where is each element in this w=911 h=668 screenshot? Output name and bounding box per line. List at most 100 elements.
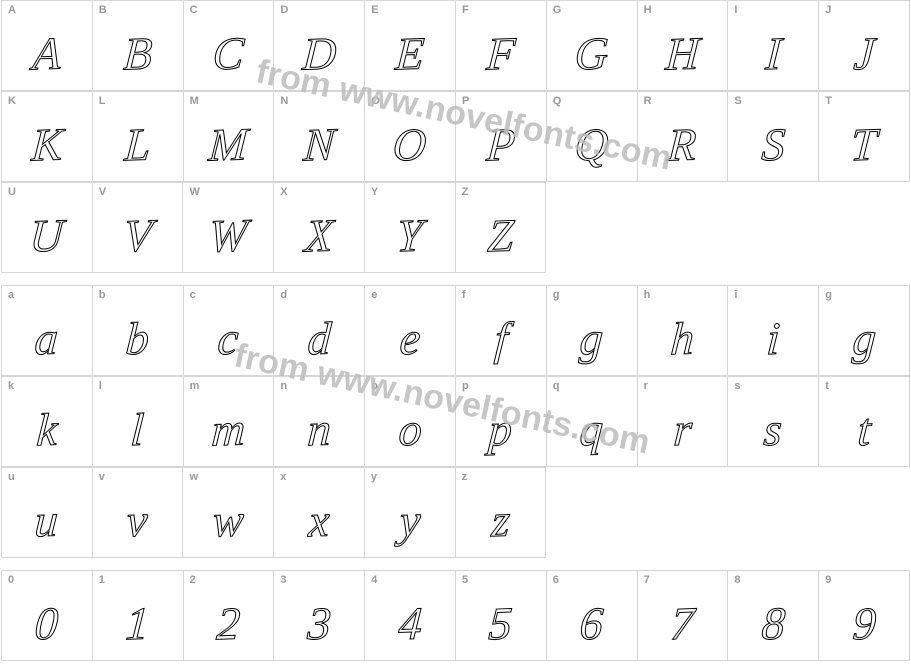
cell-glyph-wrap: d: [274, 304, 364, 374]
cell-glyph-wrap: 0: [2, 589, 92, 659]
glyph-cell: oo: [365, 377, 456, 467]
glyph: z: [490, 498, 511, 545]
cell-label: d: [280, 289, 287, 301]
cell-label: Z: [462, 186, 469, 198]
glyph: K: [30, 121, 64, 168]
glyph: u: [34, 498, 60, 545]
cell-glyph-wrap: k: [2, 395, 92, 465]
glyph: I: [764, 31, 783, 78]
glyph-cell: EE: [365, 1, 456, 91]
glyph-cell: JJ: [819, 1, 910, 91]
glyph-cell: rr: [638, 377, 729, 467]
glyph: P: [485, 122, 516, 169]
glyph: 8: [760, 601, 786, 648]
glyph-cell: VV: [93, 183, 184, 273]
cell-label: p: [462, 380, 469, 392]
glyph-cell: 77: [638, 571, 729, 661]
glyph: T: [850, 122, 879, 169]
cell-glyph-wrap: X: [274, 201, 364, 271]
glyph-cell: pp: [456, 377, 547, 467]
glyph-cell: 00: [2, 571, 93, 661]
cell-glyph-wrap: 6: [547, 589, 637, 659]
cell-label: s: [734, 380, 740, 392]
cell-glyph-wrap: r: [638, 395, 728, 465]
glyph: c: [217, 316, 241, 363]
cell-label: w: [189, 471, 198, 483]
glyph: e: [398, 316, 422, 363]
cell-glyph-wrap: N: [274, 110, 364, 180]
cell-glyph-wrap: g: [819, 304, 909, 374]
glyph-cell: TT: [819, 92, 910, 182]
glyph: J: [852, 31, 876, 78]
cell-glyph-wrap: u: [2, 486, 92, 556]
cell-label: m: [190, 380, 200, 392]
cell-label: l: [99, 380, 102, 392]
cell-glyph-wrap: F: [456, 19, 546, 89]
glyph-cell: YY: [365, 183, 456, 273]
glyph-cell: PP: [456, 92, 547, 182]
glyph-cell: CC: [184, 1, 275, 91]
section-gap: [0, 558, 911, 570]
cell-label: C: [190, 4, 198, 16]
cell-glyph-wrap: n: [274, 395, 364, 465]
glyph: B: [122, 31, 153, 78]
cell-label: 7: [644, 574, 650, 586]
glyph: C: [211, 30, 245, 77]
glyph-row: kkllmmnnooppqqrrsstt: [1, 376, 910, 467]
glyph: h: [669, 316, 695, 363]
cell-glyph-wrap: Q: [547, 110, 637, 180]
glyph: 4: [397, 601, 423, 648]
cell-label: V: [99, 186, 106, 198]
glyph-cell: ee: [365, 286, 456, 376]
cell-label: I: [734, 4, 737, 16]
glyph-cell: 22: [184, 571, 275, 661]
glyph-cell: 55: [456, 571, 547, 661]
cell-glyph-wrap: Y: [365, 201, 455, 271]
glyph-cell: SS: [728, 92, 819, 182]
glyph: f: [493, 316, 509, 362]
cell-glyph-wrap: i: [728, 304, 818, 374]
glyph-cell: 44: [365, 571, 456, 661]
glyph-cell: qq: [547, 377, 638, 467]
cell-label: G: [553, 4, 562, 16]
glyph-cell: dd: [274, 286, 365, 376]
glyph-cell: 33: [274, 571, 365, 661]
glyph: a: [34, 316, 60, 363]
cell-glyph-wrap: w: [183, 486, 273, 556]
glyph: E: [394, 31, 425, 78]
cell-glyph-wrap: E: [365, 19, 455, 89]
glyph-cell: gg: [819, 286, 910, 376]
glyph-cell: ll: [93, 377, 184, 467]
cell-label: 2: [190, 574, 196, 586]
cell-glyph-wrap: m: [184, 395, 274, 465]
glyph: W: [207, 212, 249, 259]
cell-label: t: [825, 380, 829, 392]
cell-label: 0: [8, 574, 14, 586]
glyph: d: [306, 316, 332, 363]
cell-label: f: [462, 289, 466, 301]
cell-label: c: [190, 289, 196, 301]
glyph-cell: FF: [456, 1, 547, 91]
cell-label: h: [644, 289, 651, 301]
cell-glyph-wrap: e: [365, 304, 455, 374]
glyph: 9: [851, 601, 877, 648]
glyph: v: [126, 498, 150, 545]
cell-glyph-wrap: x: [274, 486, 364, 556]
cell-label: K: [8, 95, 16, 107]
glyph: S: [760, 122, 786, 169]
cell-glyph-wrap: f: [456, 304, 546, 374]
cell-label: o: [371, 380, 378, 392]
glyph-cell: ii: [728, 286, 819, 376]
glyph: p: [488, 407, 514, 454]
cell-glyph-wrap: T: [819, 110, 909, 180]
cell-label: M: [190, 95, 199, 107]
glyph-cell: nn: [274, 377, 365, 467]
glyph-row: AABBCCDDEEFFGGHHIIJJ: [1, 0, 910, 91]
glyph: A: [31, 31, 62, 78]
cell-label: e: [371, 289, 377, 301]
cell-glyph-wrap: S: [728, 110, 818, 180]
cell-glyph-wrap: G: [547, 19, 637, 89]
cell-glyph-wrap: 8: [728, 589, 818, 659]
glyph-cell: kk: [2, 377, 93, 467]
glyph-cell: ww: [183, 468, 274, 558]
